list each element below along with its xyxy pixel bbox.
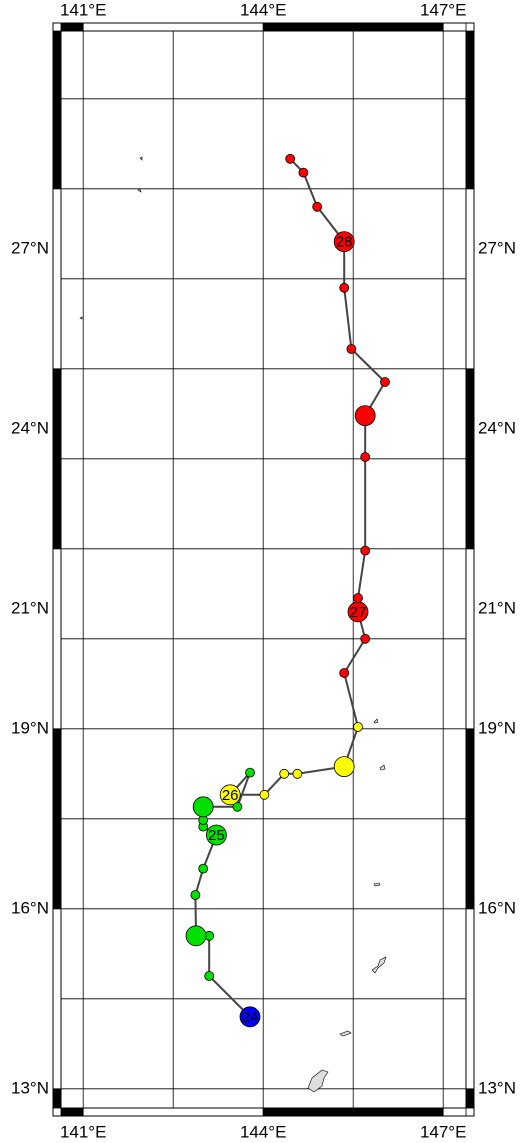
islands (79, 156, 387, 1093)
y-tick-label: 16°N (478, 898, 516, 917)
track-point (339, 282, 350, 293)
point-label: 27 (350, 604, 367, 621)
island (373, 882, 381, 887)
x-tick-label: 147°E (420, 1122, 467, 1141)
frame-band (82, 22, 264, 32)
frame-band (52, 1088, 62, 1109)
track-point (245, 767, 255, 778)
y-tick-label: 24°N (11, 418, 49, 437)
frame-band (465, 188, 475, 370)
point-label: 24 (242, 1009, 259, 1026)
track-point (353, 722, 363, 732)
frame-band (52, 728, 62, 910)
y-tick-label: 21°N (478, 598, 516, 617)
grid (61, 31, 466, 1108)
track-point (192, 796, 214, 818)
track-point (333, 756, 355, 777)
track-point (259, 789, 270, 800)
island (307, 1069, 329, 1093)
track-point (360, 545, 371, 556)
frame-band (465, 548, 475, 730)
island (373, 718, 379, 724)
track-point (292, 768, 303, 779)
track-point (360, 633, 371, 644)
track-point (279, 768, 290, 779)
frame-border (52, 22, 475, 1117)
frame-band (262, 1107, 444, 1117)
frame-band (52, 368, 62, 550)
frame-band (52, 188, 62, 370)
island (339, 1030, 352, 1037)
frame-band (52, 548, 62, 730)
track-point (190, 890, 201, 900)
track-point (339, 668, 350, 678)
frame-band (60, 22, 84, 32)
track-point (354, 405, 376, 427)
track-point (239, 1006, 261, 1028)
frame-band (465, 30, 475, 190)
track-point (198, 863, 209, 874)
track-point (333, 231, 355, 253)
track-line (194, 158, 387, 1018)
track-point (219, 784, 241, 806)
x-tick-label: 141°E (60, 1122, 107, 1141)
frame-band (465, 728, 475, 910)
y-tick-label: 21°N (11, 598, 49, 617)
island (79, 156, 143, 320)
point-label: 26 (222, 787, 239, 804)
track-point (185, 925, 207, 947)
point-label: 25 (208, 827, 225, 844)
y-tick-label: 13°N (11, 1078, 49, 1097)
track-layer: 24 25 26 27 28 (185, 153, 390, 1028)
track-point (346, 344, 357, 354)
x-tick-label: 144°E (240, 0, 287, 19)
track-point (312, 201, 323, 212)
y-tick-label: 16°N (11, 898, 49, 917)
track-point (205, 824, 227, 846)
frame-band (442, 22, 467, 32)
track-point (298, 167, 309, 178)
point-label: 28 (336, 234, 353, 251)
frame-band (442, 1107, 467, 1117)
frame-band (52, 30, 62, 190)
frame-band (262, 22, 444, 32)
y-tick-label: 27°N (11, 238, 49, 257)
x-tick-label: 147°E (420, 0, 467, 19)
frame-band (60, 1107, 84, 1117)
island (371, 956, 387, 974)
frame (52, 22, 475, 1117)
frame-band (465, 368, 475, 550)
frame-band (465, 1088, 475, 1109)
frame-band (82, 1107, 264, 1117)
x-tick-label: 141°E (60, 0, 107, 19)
track-point (380, 377, 390, 387)
track-point (285, 153, 296, 164)
y-tick-label: 24°N (478, 418, 516, 437)
tick-labels: 141°E 141°E 144°E 144°E 147°E 147°E 13°N 13°N 16… (11, 0, 516, 1141)
track-point (204, 971, 215, 981)
frame-band (52, 908, 62, 1090)
track-point (353, 593, 363, 603)
frame-border (60, 30, 467, 1109)
island (379, 764, 386, 771)
y-tick-label: 19°N (478, 718, 516, 737)
x-tick-label: 144°E (240, 1122, 287, 1141)
y-tick-label: 13°N (478, 1078, 516, 1097)
track-point (360, 452, 371, 462)
y-tick-label: 19°N (11, 718, 49, 737)
y-tick-label: 27°N (478, 238, 516, 257)
frame-band (465, 908, 475, 1090)
